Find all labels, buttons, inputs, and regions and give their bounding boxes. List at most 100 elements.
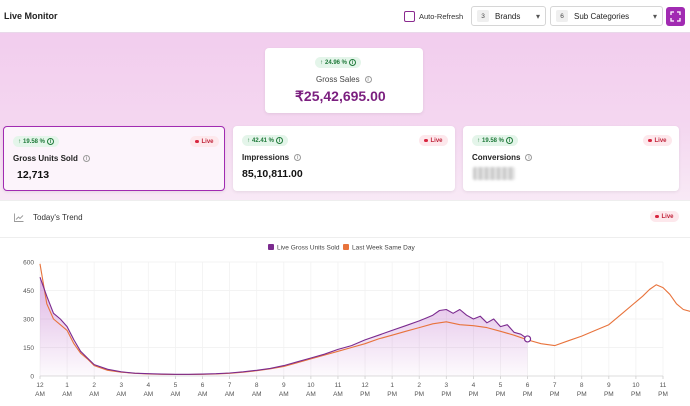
gross-sales-change: 24.96 %	[325, 59, 348, 66]
info-icon: i	[276, 137, 284, 144]
x-tick-period: PM	[441, 391, 451, 398]
x-tick-period: PM	[604, 391, 614, 398]
auto-refresh-label: Auto-Refresh	[419, 12, 464, 21]
live-badge-label: Live	[661, 213, 674, 220]
x-tick-label: 8	[255, 382, 259, 389]
x-tick-period: AM	[279, 391, 289, 398]
x-tick-label: 4	[472, 382, 476, 389]
x-tick-label: 5	[174, 382, 178, 389]
x-tick-label: 8	[580, 382, 584, 389]
x-tick-label: 3	[444, 382, 448, 389]
x-tick-period: AM	[35, 391, 45, 398]
sub-categories-label: Sub Categories	[574, 11, 630, 21]
legend-label-live[interactable]: Live Gross Units Sold	[277, 245, 340, 252]
y-tick-label: 0	[30, 374, 34, 381]
live-badge-label: Live	[201, 138, 214, 145]
x-tick-period: PM	[550, 391, 560, 398]
impressions-value: 85,10,811.00	[242, 168, 303, 180]
gross-units-sold-card[interactable]: ↑ 19.58 % i Live Gross Units Sold i 12,7…	[3, 126, 225, 191]
arrow-up-icon: ↑	[477, 137, 480, 144]
trend-chart: Live Gross Units Sold Last Week Same Day…	[23, 244, 690, 398]
gross-sales-card: ↑ 24.96 % i Gross Sales i ₹25,42,695.00	[265, 48, 423, 113]
x-tick-period: AM	[89, 391, 99, 398]
y-tick-label: 450	[23, 288, 34, 295]
x-tick-label: 9	[607, 382, 611, 389]
x-tick-label: 3	[119, 382, 123, 389]
impressions-card[interactable]: ↑ 42.41 % i Live Impressions i 85,10,811…	[233, 126, 455, 191]
x-tick-period: PM	[360, 391, 370, 398]
x-tick-period: AM	[306, 391, 316, 398]
x-tick-period: AM	[333, 391, 343, 398]
fullscreen-button[interactable]	[666, 7, 685, 26]
info-icon[interactable]: i	[364, 76, 372, 83]
fullscreen-icon	[670, 11, 681, 22]
arrow-up-icon: ↑	[18, 138, 21, 145]
divider	[0, 237, 690, 238]
impressions-label: Impressions	[242, 153, 290, 162]
live-badge-label: Live	[654, 137, 667, 144]
gross-sales-change-badge: ↑ 24.96 % i	[315, 57, 362, 68]
x-tick-label: 5	[499, 382, 503, 389]
y-tick-label: 600	[23, 260, 34, 267]
x-tick-label: 2	[417, 382, 421, 389]
x-tick-label: 7	[553, 382, 557, 389]
brands-count: 3	[477, 10, 489, 22]
x-tick-period: AM	[198, 391, 208, 398]
x-tick-period: AM	[143, 391, 153, 398]
info-icon[interactable]: i	[294, 154, 302, 161]
live-dot-icon	[195, 139, 199, 144]
auto-refresh-toggle[interactable]: Auto-Refresh	[404, 10, 463, 23]
gross-sales-label: Gross Sales	[316, 75, 360, 84]
x-tick-label: 10	[307, 382, 315, 389]
gross-units-label: Gross Units Sold	[13, 154, 78, 163]
sub-categories-dropdown[interactable]: 6 Sub Categories ▾	[550, 6, 663, 26]
x-tick-label: 11	[660, 382, 667, 389]
info-icon[interactable]: i	[82, 155, 90, 162]
trend-title: Today's Trend	[33, 213, 83, 222]
conversions-change: 19.58 %	[482, 137, 505, 144]
gross-units-label-row: Gross Units Sold i	[13, 154, 90, 163]
gross-sales-value: ₹25,42,695.00	[295, 88, 386, 104]
legend-swatch-last-week	[343, 244, 349, 250]
live-badge: Live	[190, 136, 219, 147]
live-dot-icon	[424, 138, 428, 143]
series-line-live-gross-units-sold	[39, 277, 528, 375]
x-tick-period: AM	[62, 391, 72, 398]
todays-trend-panel: Today's Trend Live Live Gross Units Sold…	[0, 200, 690, 406]
line-chart-icon	[14, 213, 24, 222]
x-tick-label: 12	[361, 382, 369, 389]
x-tick-label: 9	[282, 382, 286, 389]
chevron-down-icon: ▾	[535, 11, 540, 21]
live-dot-icon	[655, 214, 659, 219]
x-tick-label: 10	[632, 382, 640, 389]
x-tick-period: AM	[171, 391, 181, 398]
y-tick-label: 300	[23, 317, 34, 324]
legend-label-last-week[interactable]: Last Week Same Day	[352, 245, 415, 252]
live-badge: Live	[650, 211, 679, 222]
y-axis: 0 150 300 450 600	[23, 260, 34, 381]
x-tick-label: 11	[335, 382, 342, 389]
x-tick-label: 4	[147, 382, 151, 389]
trend-header: Today's Trend	[14, 213, 83, 222]
conversions-change-badge: ↑ 19.58 % i	[472, 135, 519, 146]
x-tick-label: 12	[36, 382, 44, 389]
conversions-label-row: Conversions i	[472, 153, 533, 162]
x-tick-label: 2	[92, 382, 96, 389]
series-area-live-gross-units-sold	[40, 277, 528, 376]
live-badge: Live	[419, 135, 448, 146]
conversions-card[interactable]: ↑ 19.58 % i Live Conversions i	[463, 126, 679, 191]
brands-label: Brands	[495, 11, 521, 21]
live-badge-label: Live	[430, 137, 443, 144]
live-badge: Live	[643, 135, 672, 146]
chart-grid	[39, 261, 664, 377]
brands-dropdown[interactable]: 3 Brands ▾	[471, 6, 546, 26]
series-line-last-week-same-day	[39, 263, 690, 376]
auto-refresh-checkbox[interactable]	[404, 11, 415, 22]
info-icon[interactable]: i	[525, 154, 533, 161]
impressions-change: 42.41 %	[252, 137, 275, 144]
live-dot-icon	[648, 138, 652, 143]
top-bar: Live Monitor Auto-Refresh 3 Brands ▾ 6 S…	[0, 0, 690, 33]
impressions-change-badge: ↑ 42.41 % i	[242, 135, 289, 146]
info-icon: i	[349, 59, 357, 66]
legend-swatch-live	[268, 244, 274, 250]
